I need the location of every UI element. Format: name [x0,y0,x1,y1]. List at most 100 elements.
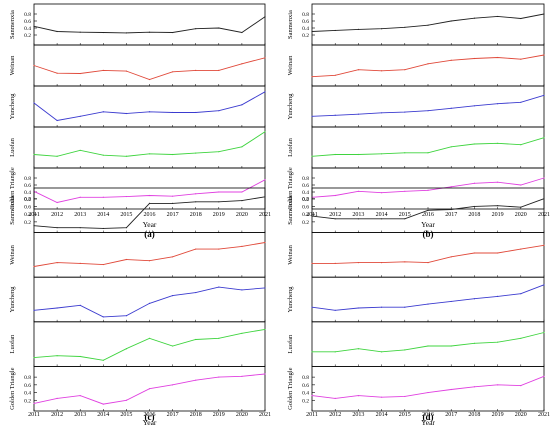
x-axis-title: Year [143,220,157,229]
y-tick-label: 0.6 [24,204,31,210]
data-point [473,17,475,19]
data-point [218,69,220,71]
data-point [218,27,220,29]
data-point [543,137,545,139]
data-point [497,252,499,254]
subplot-sanmenxia: Sanmenxia 0.20.40.60.8 [9,3,266,46]
data-point [195,291,197,294]
x-tick-label: 2018 [190,412,202,418]
data-point [450,59,452,61]
data-point [450,20,452,22]
data-point [520,101,522,103]
data-point [381,262,383,264]
x-tick-label: 2016 [422,212,434,218]
x-tick-label: 2017 [167,412,179,418]
data-point [357,218,359,220]
y-tick-label: 0.8 [24,375,31,381]
y-tick-label: 0.6 [24,383,31,389]
y-tick-label: 0.8 [24,176,31,182]
data-point [79,227,81,229]
series-name-label: Golden Triangle [9,367,16,410]
data-point [404,26,406,28]
data-point [102,359,104,361]
data-point [33,357,35,359]
panel-label: (d) [423,412,434,422]
panel-label: (c) [145,412,155,422]
data-point [473,182,475,184]
data-point [334,218,336,220]
data-point [311,351,313,353]
data-point [79,196,81,198]
series-line-yuncheng [311,284,545,311]
data-point [195,379,197,381]
data-point [172,71,174,73]
x-tick-label: 2012 [329,412,341,418]
y-tick-label: 0.2 [302,220,309,226]
data-point [497,295,499,298]
series-line-yuncheng [33,91,266,121]
data-point [543,54,545,56]
data-point [195,201,197,203]
data-point [543,284,545,286]
data-point [473,105,475,107]
data-point [56,227,58,229]
data-point [311,395,313,397]
y-tick-label: 0.6 [302,383,309,389]
data-point [125,32,127,34]
data-point [334,29,336,32]
data-point [427,152,429,154]
series-line-sanmenxia [33,16,266,34]
x-tick-label: 2019 [213,212,225,218]
y-tick-label: 0.4 [302,212,309,218]
y-tick-label: 0.8 [302,197,309,203]
data-point [172,384,174,386]
data-point [381,192,383,194]
data-point [520,248,522,250]
data-point [33,402,35,404]
series-line-luofan [33,131,266,157]
data-point [520,293,522,295]
x-tick-label: 2014 [376,212,388,218]
subplot-golden-triangle: Golden Triangle 0.20.40.60.8 [287,167,545,210]
y-tick-label: 0.6 [302,183,309,189]
data-point [311,306,313,308]
y-tick-label: 0.2 [302,197,309,203]
data-point [218,376,220,378]
data-point [218,110,220,112]
y-tick-label: 0.2 [24,398,31,404]
data-point [172,295,174,297]
subplot-frame [311,167,545,210]
data-point [102,263,104,266]
data-point [520,58,522,60]
x-tick-label: 2016 [144,412,156,418]
x-tick-label: 2013 [352,212,364,218]
data-point [241,375,243,377]
data-point [56,262,58,264]
x-tick-label: 2013 [74,212,86,218]
chart-panel-3: Sanmenxia 0.20.40.60.8WeinanYunchengLuofa… [9,187,271,426]
y-tick-label: 0.4 [302,26,309,32]
data-point [427,262,429,264]
data-point [125,399,127,401]
data-point [102,31,104,34]
data-point [473,57,475,60]
data-point [497,15,499,18]
x-tick-label: 2019 [492,212,504,218]
series-name-label: Luofan [9,334,16,354]
data-point [497,341,499,343]
data-point [172,31,174,34]
data-point [125,258,127,261]
data-point [102,154,104,156]
data-point [311,30,313,33]
data-point [148,31,151,33]
data-point [148,260,151,262]
series-name-label: Golden Triangle [287,367,294,410]
data-point [172,202,174,204]
data-point [450,388,452,391]
series-name-label: Golden Triangle [9,167,16,210]
y-tick-label: 0.4 [24,212,31,218]
x-tick-label: 2014 [376,412,388,418]
data-point [404,190,406,192]
data-point [311,115,313,117]
data-point [520,184,522,186]
